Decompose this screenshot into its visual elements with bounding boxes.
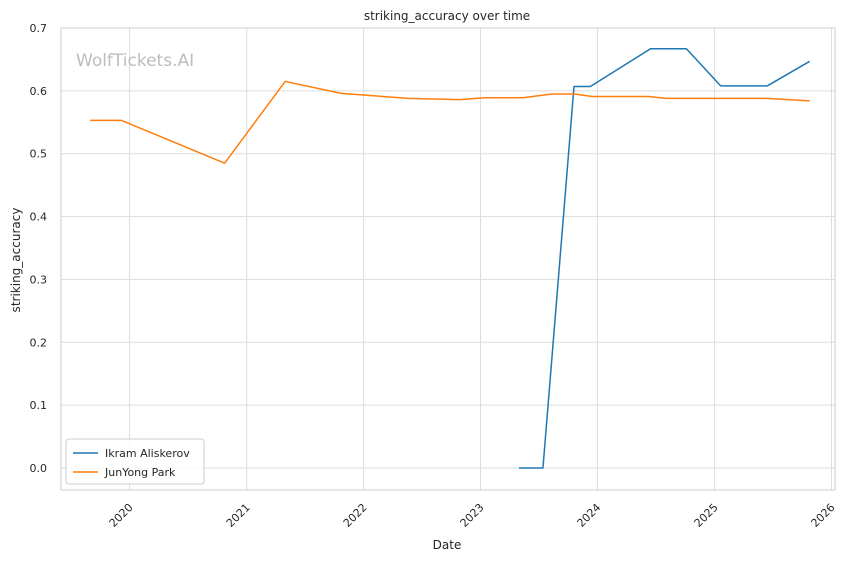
series-line-0 (518, 47, 811, 469)
legend: Ikram Aliskerov JunYong Park (65, 438, 205, 485)
legend-label-junyong: JunYong Park (104, 466, 176, 479)
y-tick-label: 0.3 (30, 273, 48, 286)
chart-title: striking_accuracy over time (364, 9, 530, 23)
y-tick-label: 0.7 (30, 22, 48, 35)
y-tick-label: 0.6 (30, 85, 48, 98)
y-tick-labels: 0.0 0.1 0.2 0.3 0.4 0.5 0.6 0.7 (30, 22, 48, 475)
x-axis-title: Date (433, 538, 462, 552)
y-tick-label: 0.0 (30, 462, 48, 475)
legend-label-ikram: Ikram Aliskerov (105, 447, 190, 460)
legend-box (65, 438, 205, 485)
y-axis-title: striking_accuracy (9, 208, 23, 313)
y-tick-label: 0.5 (30, 148, 48, 161)
series-line-1 (90, 80, 810, 164)
y-tick-label: 0.4 (30, 211, 48, 224)
y-tick-label: 0.2 (30, 336, 48, 349)
y-tick-label: 0.1 (30, 399, 48, 412)
plot-frame (60, 27, 836, 491)
watermark-text: WolfTickets.AI (76, 51, 194, 71)
series-lines (90, 47, 811, 469)
